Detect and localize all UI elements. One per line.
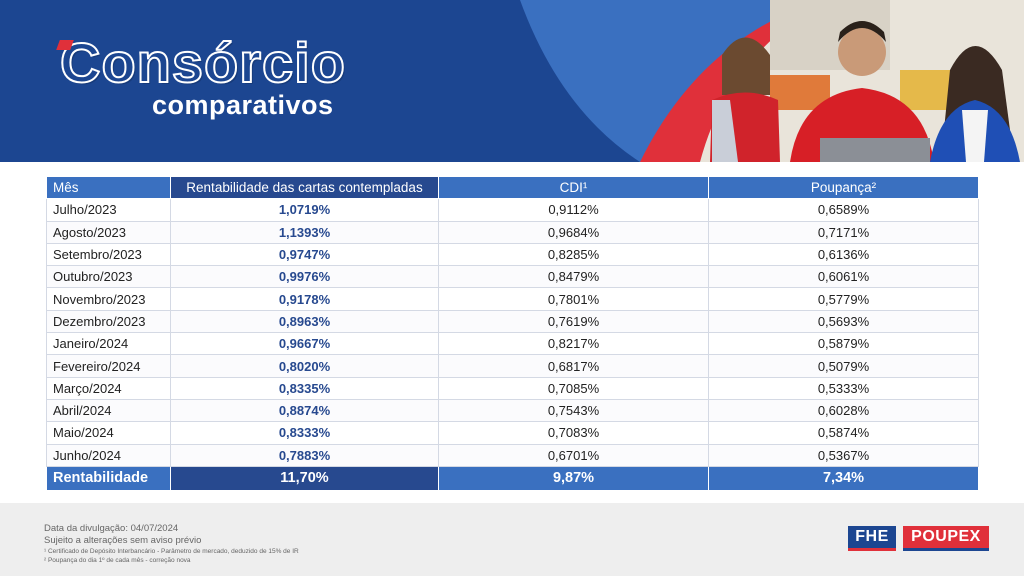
page-footer: Data da divulgação: 04/07/2024 Sujeito a… [0,503,1024,576]
footer-notes: Data da divulgação: 04/07/2024 Sujeito a… [44,523,299,565]
table-row: Agosto/2023 1,1393% 0,9684% 0,7171% [46,220,979,244]
table-row: Novembro/2023 0,9178% 0,7801% 0,5779% [46,287,979,311]
table-row: Março/2024 0,8335% 0,7085% 0,5333% [46,376,979,400]
table-row: Junho/2024 0,7883% 0,6701% 0,5367% [46,443,979,467]
page-subtitle: comparativos [152,90,334,120]
table-row: Julho/2023 1,0719% 0,9112% 0,6589% [46,198,979,222]
column-header-poupanca: Poupança² [708,175,979,200]
poupex-logo-text: POUPEX [911,528,981,545]
fhe-logo-text: FHE [855,528,889,545]
table-body: Julho/2023 1,0719% 0,9112% 0,6589% Agosto/20… [46,198,979,467]
fhe-logo: FHE [848,526,896,551]
cell-month: Dezembro/2023 [46,309,171,334]
cell-cdi: 0,7083% [438,421,709,445]
cell-month: Janeiro/2024 [46,332,171,356]
table-row: Maio/2024 0,8333% 0,7083% 0,5874% [46,421,979,445]
cell-poupanca: 0,6589% [708,198,979,222]
total-rentabilidade: 11,70% [170,465,439,491]
cell-month: Fevereiro/2024 [46,354,171,378]
cell-month: Outubro/2023 [46,265,171,289]
table-row: Outubro/2023 0,9976% 0,8479% 0,6061% [46,265,979,289]
cell-rentabilidade: 0,8020% [170,354,439,378]
comparison-table-wrapper: Mês Rentabilidade das cartas contemplada… [46,175,979,491]
cell-month: Novembro/2023 [46,287,171,311]
cell-cdi: 0,6817% [438,354,709,378]
family-photo [700,0,1024,162]
table-row: Fevereiro/2024 0,8020% 0,6817% 0,5079% [46,354,979,378]
cell-rentabilidade: 0,9976% [170,265,439,289]
cell-cdi: 0,7801% [438,287,709,311]
footnote-cdi: ¹ Certificado de Depósito Interbancário … [44,548,299,555]
title-text: Consórcio [59,30,346,95]
cell-month: Agosto/2023 [46,220,171,244]
cell-cdi: 0,8479% [438,265,709,289]
cell-month: Maio/2024 [46,421,171,445]
fhe-logo-underline [848,548,896,551]
cell-cdi: 0,6701% [438,443,709,467]
page-title: Consórcio [56,30,346,95]
cell-rentabilidade: 0,9178% [170,287,439,311]
cell-cdi: 0,9684% [438,220,709,244]
cell-poupanca: 0,7171% [708,220,979,244]
column-header-month: Mês [46,175,171,200]
cell-month: Julho/2023 [46,198,171,222]
cell-poupanca: 0,6028% [708,398,979,423]
cell-poupanca: 0,6061% [708,265,979,289]
cell-rentabilidade: 1,1393% [170,220,439,244]
cell-cdi: 0,7619% [438,309,709,334]
cell-rentabilidade: 0,9747% [170,242,439,267]
table-header-row: Mês Rentabilidade das cartas contemplada… [46,175,979,200]
change-notice: Sujeito a alterações sem aviso prévio [44,535,202,546]
header-banner: Consórcio comparativos [0,0,1024,162]
cell-poupanca: 0,6136% [708,242,979,267]
total-label: Rentabilidade [46,465,171,491]
cell-cdi: 0,8217% [438,332,709,356]
footnote-poupanca: ² Poupança do dia 1º de cada mês - corre… [44,557,191,564]
table-row: Abril/2024 0,8874% 0,7543% 0,6028% [46,398,979,423]
cell-poupanca: 0,5079% [708,354,979,378]
cell-rentabilidade: 0,7883% [170,443,439,467]
column-header-rentabilidade: Rentabilidade das cartas contempladas [170,175,439,200]
cell-poupanca: 0,5693% [708,309,979,334]
table-row: Setembro/2023 0,9747% 0,8285% 0,6136% [46,242,979,267]
cell-month: Abril/2024 [46,398,171,423]
cell-rentabilidade: 0,8333% [170,421,439,445]
cell-rentabilidade: 0,8963% [170,309,439,334]
cell-cdi: 0,9112% [438,198,709,222]
cell-poupanca: 0,5333% [708,376,979,400]
poupex-logo: POUPEX [903,526,989,551]
total-cdi: 9,87% [438,465,709,491]
comparison-table: Mês Rentabilidade das cartas contemplada… [46,175,979,491]
cell-rentabilidade: 0,8335% [170,376,439,400]
cell-poupanca: 0,5874% [708,421,979,445]
cell-rentabilidade: 0,8874% [170,398,439,423]
cell-month: Junho/2024 [46,443,171,467]
table-total-row: Rentabilidade 11,70% 9,87% 7,34% [46,465,979,491]
cell-rentabilidade: 1,0719% [170,198,439,222]
cell-poupanca: 0,5779% [708,287,979,311]
cell-cdi: 0,7085% [438,376,709,400]
table-row: Dezembro/2023 0,8963% 0,7619% 0,5693% [46,309,979,334]
cell-poupanca: 0,5367% [708,443,979,467]
total-poupanca: 7,34% [708,465,979,491]
cell-cdi: 0,7543% [438,398,709,423]
column-header-cdi: CDI¹ [438,175,709,200]
poupex-logo-underline [903,548,989,551]
cell-month: Setembro/2023 [46,242,171,267]
cell-cdi: 0,8285% [438,242,709,267]
cell-month: Março/2024 [46,376,171,400]
cell-rentabilidade: 0,9667% [170,332,439,356]
publication-date: Data da divulgação: 04/07/2024 [44,523,179,534]
cell-poupanca: 0,5879% [708,332,979,356]
table-row: Janeiro/2024 0,9667% 0,8217% 0,5879% [46,332,979,356]
